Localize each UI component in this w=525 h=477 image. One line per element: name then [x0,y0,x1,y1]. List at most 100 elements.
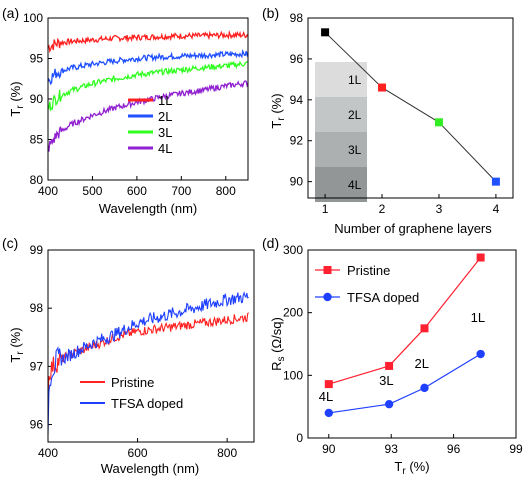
d-y-tick-label: 0 [296,431,303,445]
a-y-tick-label: 80 [30,173,44,187]
panel-b-line [324,31,497,182]
panel-d-point [324,408,333,418]
panel-d-layer-label: 2L [414,356,428,371]
panel-b-point [434,118,443,127]
panel-d-y-ticks: 0 100 200 300 [283,243,312,445]
layer-swatch-label: 4L [348,178,362,192]
panel-d-legend: Pristine TFSA doped [315,263,419,305]
c-y-tick-label: 99 [30,243,44,257]
panel-c-y-axis-label: Tr (%) [8,327,26,362]
layer-swatch [315,62,367,97]
b-x-tick-label: 4 [493,202,500,216]
panel-d-point [385,361,394,370]
a-x-tick-label: 500 [82,184,102,198]
panel-b-series [321,28,500,186]
d-y-tick-label: 100 [283,368,303,382]
panel-d-point [384,399,394,409]
a-y-tick-label: 95 [30,52,44,66]
panel-d-point [476,349,485,359]
panel-a-x-axis-label: Wavelength (nm) [99,201,198,216]
panel-b-point [321,28,330,37]
panel-a-series-line [47,29,249,54]
panel-a-y-axis-label: Tr (%) [8,81,26,116]
panel-a: (a) 400 500 600 700 800 80 85 90 95 100 1L2L3L4L… [2,5,249,216]
d-x-tick-label: 93 [385,442,399,456]
panel-c-legend-label: TFSA doped [111,396,183,411]
panel-a-x-ticks: 400 500 600 700 800 [38,176,236,198]
d-y-tick-label: 300 [283,243,303,257]
panel-a-series-line [47,60,249,112]
b-y-tick-label: 90 [290,175,304,189]
panel-a-legend-label: 3L [158,125,172,140]
c-x-tick-label: 800 [217,446,237,460]
b-x-tick-label: 1 [322,202,329,216]
panel-d-point [420,324,429,333]
layer-swatch-label: 1L [348,73,362,87]
a-y-tick-label: 100 [23,11,43,25]
a-y-tick-label: 90 [30,92,44,106]
b-y-tick-label: 92 [290,134,304,148]
panel-b-y-axis-label: Tr (%) [269,93,287,128]
panel-b-point [378,83,387,92]
panel-d-point [476,253,485,262]
panel-b-x-axis-label: Number of graphene layers [334,221,492,236]
panel-a-series [47,29,249,152]
panel-a-y-ticks: 80 85 90 95 100 [23,11,52,187]
b-y-tick-label: 98 [290,11,304,25]
panel-c-plot-frame [47,249,255,443]
d-x-tick-label: 90 [322,442,336,456]
panel-d-legend-label: Pristine [347,263,390,278]
panel-d-label: (d) [262,235,279,251]
a-x-tick-label: 400 [38,184,58,198]
panel-d-layer-label: 1L [471,310,485,325]
panel-c-x-ticks: 400 600 800 [38,438,237,460]
panel-a-label: (a) [2,5,19,21]
c-x-tick-label: 400 [38,446,58,460]
layer-swatch [315,132,367,167]
panel-c-series [47,291,249,435]
panel-c-x-axis-label: Wavelength (nm) [101,461,200,476]
panel-a-legend-label: 4L [158,141,172,156]
d-x-tick-label: 96 [447,442,461,456]
panel-d-layer-label: 3L [379,373,393,388]
panel-a-plot-frame [47,17,249,181]
panel-a-legend-label: 2L [158,109,172,124]
panel-b-label: (b) [262,5,279,21]
layer-swatch [315,97,367,132]
panel-d-point [420,383,429,393]
panel-c-series-line [47,312,249,397]
layer-color-swatches: 1L 2L 3L 4L [315,62,367,202]
panel-d-layer-label: 4L [319,389,333,404]
panel-d-legend-marker [323,292,332,302]
a-x-tick-label: 800 [216,184,236,198]
d-x-tick-label: 99 [509,442,523,456]
panel-d-plot-frame [307,249,517,439]
c-y-tick-label: 97 [30,359,44,373]
panel-d-legend-marker [323,266,332,274]
c-y-tick-label: 96 [30,418,44,432]
panel-d-x-ticks: 90 93 96 99 [322,434,523,456]
panel-b-y-ticks: 90 92 94 96 98 [290,11,312,189]
panel-b-point [491,177,500,186]
a-x-tick-label: 700 [171,184,191,198]
c-y-tick-label: 98 [30,301,44,315]
panel-a-legend-label: 1L [158,93,172,108]
panel-c: (c) 400 600 800 96 97 98 99 Pristine TFSA dope… [2,235,255,476]
a-y-tick-label: 85 [30,133,44,147]
c-x-tick-label: 600 [128,446,148,460]
d-y-tick-label: 200 [283,306,303,320]
b-y-tick-label: 96 [290,52,304,66]
panel-c-legend: Pristine TFSA doped [80,375,183,411]
b-x-tick-label: 3 [436,202,443,216]
b-x-tick-label: 2 [379,202,386,216]
panel-d-series-line [328,257,482,385]
panel-a-series-line [47,48,249,86]
a-x-tick-label: 600 [127,184,147,198]
panel-d-point [324,380,333,389]
panel-b-plot-frame [307,17,514,199]
layer-swatch [315,167,367,202]
panel-b: (b) 1L 2L 3L 4L 1 2 3 4 90 92 94 96 98 Number of g… [262,5,514,236]
panel-c-y-ticks: 96 97 98 99 [30,243,52,432]
